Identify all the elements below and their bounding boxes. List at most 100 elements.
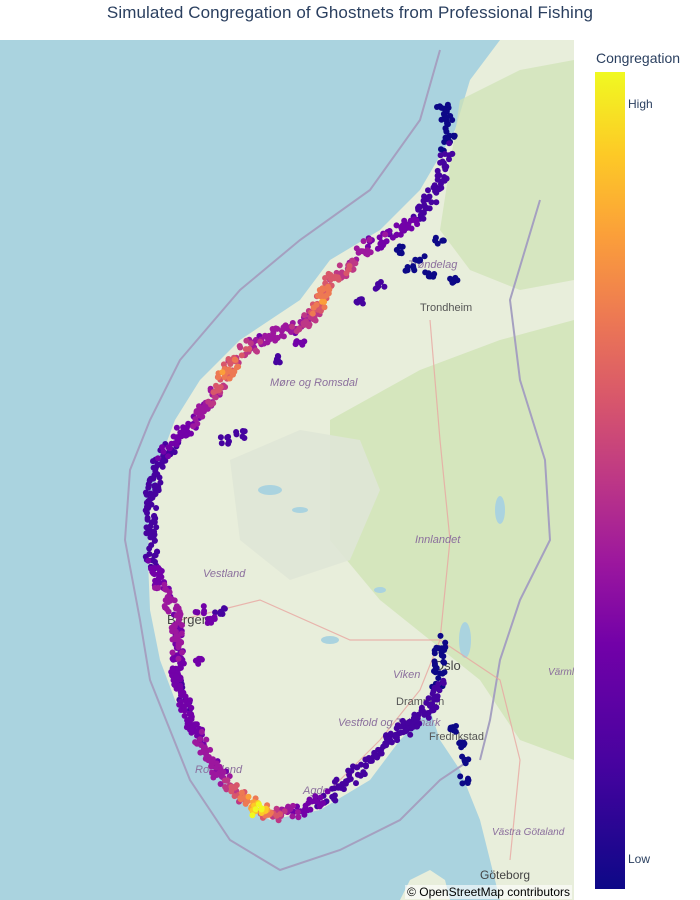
ghostnet-point[interactable] <box>430 695 437 702</box>
ghostnet-point[interactable] <box>410 264 417 271</box>
ghostnet-point[interactable] <box>447 113 454 119</box>
ghostnet-point[interactable] <box>160 448 167 455</box>
ghostnet-point[interactable] <box>302 319 309 326</box>
ghostnet-point[interactable] <box>239 433 246 440</box>
ghostnet-point[interactable] <box>150 464 157 471</box>
ghostnet-point[interactable] <box>347 776 354 782</box>
ghostnet-point[interactable] <box>192 416 199 423</box>
ghostnet-point[interactable] <box>252 806 259 813</box>
ghostnet-point[interactable] <box>242 346 249 353</box>
ghostnet-point[interactable] <box>400 222 406 229</box>
ghostnet-point[interactable] <box>215 374 222 381</box>
ghostnet-point[interactable] <box>317 794 324 801</box>
ghostnet-point[interactable] <box>273 359 280 366</box>
ghostnet-point[interactable] <box>173 612 180 619</box>
ghostnet-point[interactable] <box>198 655 204 662</box>
ghostnet-point[interactable] <box>433 189 440 196</box>
ghostnet-point[interactable] <box>459 780 466 787</box>
ghostnet-point[interactable] <box>323 292 330 299</box>
ghostnet-point[interactable] <box>173 673 180 680</box>
ghostnet-point[interactable] <box>217 434 224 441</box>
ghostnet-point[interactable] <box>321 304 328 311</box>
ghostnet-point[interactable] <box>227 358 233 365</box>
ghostnet-point[interactable] <box>245 793 252 800</box>
ghostnet-point[interactable] <box>273 812 280 819</box>
ghostnet-point[interactable] <box>414 221 421 228</box>
ghostnet-point[interactable] <box>154 548 160 555</box>
ghostnet-point[interactable] <box>150 458 156 465</box>
ghostnet-point[interactable] <box>453 723 459 729</box>
ghostnet-point[interactable] <box>197 736 204 743</box>
ghostnet-point[interactable] <box>168 440 175 447</box>
ghostnet-point[interactable] <box>220 769 227 776</box>
ghostnet-point[interactable] <box>192 609 199 615</box>
ghostnet-point[interactable] <box>361 771 368 778</box>
ghostnet-point[interactable] <box>415 257 422 264</box>
ghostnet-point[interactable] <box>262 332 268 339</box>
ghostnet-point[interactable] <box>359 248 366 255</box>
ghostnet-point[interactable] <box>165 608 172 615</box>
ghostnet-point[interactable] <box>301 312 308 319</box>
ghostnet-point[interactable] <box>181 712 188 719</box>
ghostnet-point[interactable] <box>153 505 160 511</box>
ghostnet-point[interactable] <box>433 199 440 206</box>
ghostnet-point[interactable] <box>433 644 440 651</box>
ghostnet-point[interactable] <box>441 163 448 170</box>
ghostnet-point[interactable] <box>425 695 432 702</box>
ghostnet-point[interactable] <box>465 756 472 763</box>
ghostnet-point[interactable] <box>188 727 195 734</box>
ghostnet-point[interactable] <box>176 701 183 708</box>
ghostnet-point[interactable] <box>372 753 379 760</box>
ghostnet-point[interactable] <box>441 659 448 666</box>
ghostnet-point[interactable] <box>450 727 457 734</box>
ghostnet-point[interactable] <box>221 374 228 380</box>
ghostnet-point[interactable] <box>319 298 325 305</box>
ghostnet-point[interactable] <box>367 758 374 764</box>
ghostnet-point[interactable] <box>440 680 447 687</box>
ghostnet-point[interactable] <box>376 234 383 241</box>
ghostnet-point[interactable] <box>200 405 207 412</box>
ghostnet-point[interactable] <box>238 352 245 359</box>
ghostnet-point[interactable] <box>155 455 161 462</box>
ghostnet-point[interactable] <box>173 633 180 639</box>
ghostnet-point[interactable] <box>433 665 440 671</box>
ghostnet-point[interactable] <box>452 274 459 281</box>
ghostnet-point[interactable] <box>151 537 158 544</box>
ghostnet-point[interactable] <box>159 463 166 470</box>
ghostnet-point[interactable] <box>212 394 219 401</box>
ghostnet-point[interactable] <box>182 693 189 700</box>
ghostnet-point[interactable] <box>161 603 168 609</box>
ghostnet-point[interactable] <box>408 723 415 730</box>
ghostnet-point[interactable] <box>332 797 339 804</box>
ghostnet-point[interactable] <box>312 793 319 800</box>
ghostnet-point[interactable] <box>144 516 151 523</box>
ghostnet-point[interactable] <box>145 557 152 564</box>
ghostnet-point[interactable] <box>354 771 361 778</box>
ghostnet-point[interactable] <box>177 663 184 670</box>
ghostnet-point[interactable] <box>275 353 282 360</box>
ghostnet-point[interactable] <box>200 603 207 610</box>
ghostnet-point[interactable] <box>438 146 444 153</box>
ghostnet-point[interactable] <box>353 298 360 305</box>
ghostnet-point[interactable] <box>457 773 464 780</box>
ghostnet-point[interactable] <box>331 778 338 785</box>
ghostnet-point[interactable] <box>319 286 326 293</box>
ghostnet-point[interactable] <box>329 785 336 792</box>
ghostnet-point[interactable] <box>230 368 237 375</box>
ghostnet-point[interactable] <box>145 484 152 491</box>
ghostnet-point[interactable] <box>159 457 166 464</box>
ghostnet-point[interactable] <box>436 670 443 677</box>
ghostnet-point[interactable] <box>434 685 441 691</box>
ghostnet-point[interactable] <box>151 528 158 535</box>
ghostnet-point[interactable] <box>255 801 262 808</box>
ghostnet-point[interactable] <box>196 403 202 410</box>
ghostnet-point[interactable] <box>163 586 170 593</box>
ghostnet-point[interactable] <box>263 805 269 812</box>
ghostnet-point[interactable] <box>393 222 400 229</box>
ghostnet-point[interactable] <box>266 336 273 343</box>
ghostnet-point[interactable] <box>375 746 382 753</box>
ghostnet-point[interactable] <box>353 764 360 771</box>
ghostnet-point[interactable] <box>326 286 333 293</box>
ghostnet-point[interactable] <box>210 774 217 781</box>
ghostnet-point[interactable] <box>425 714 432 721</box>
